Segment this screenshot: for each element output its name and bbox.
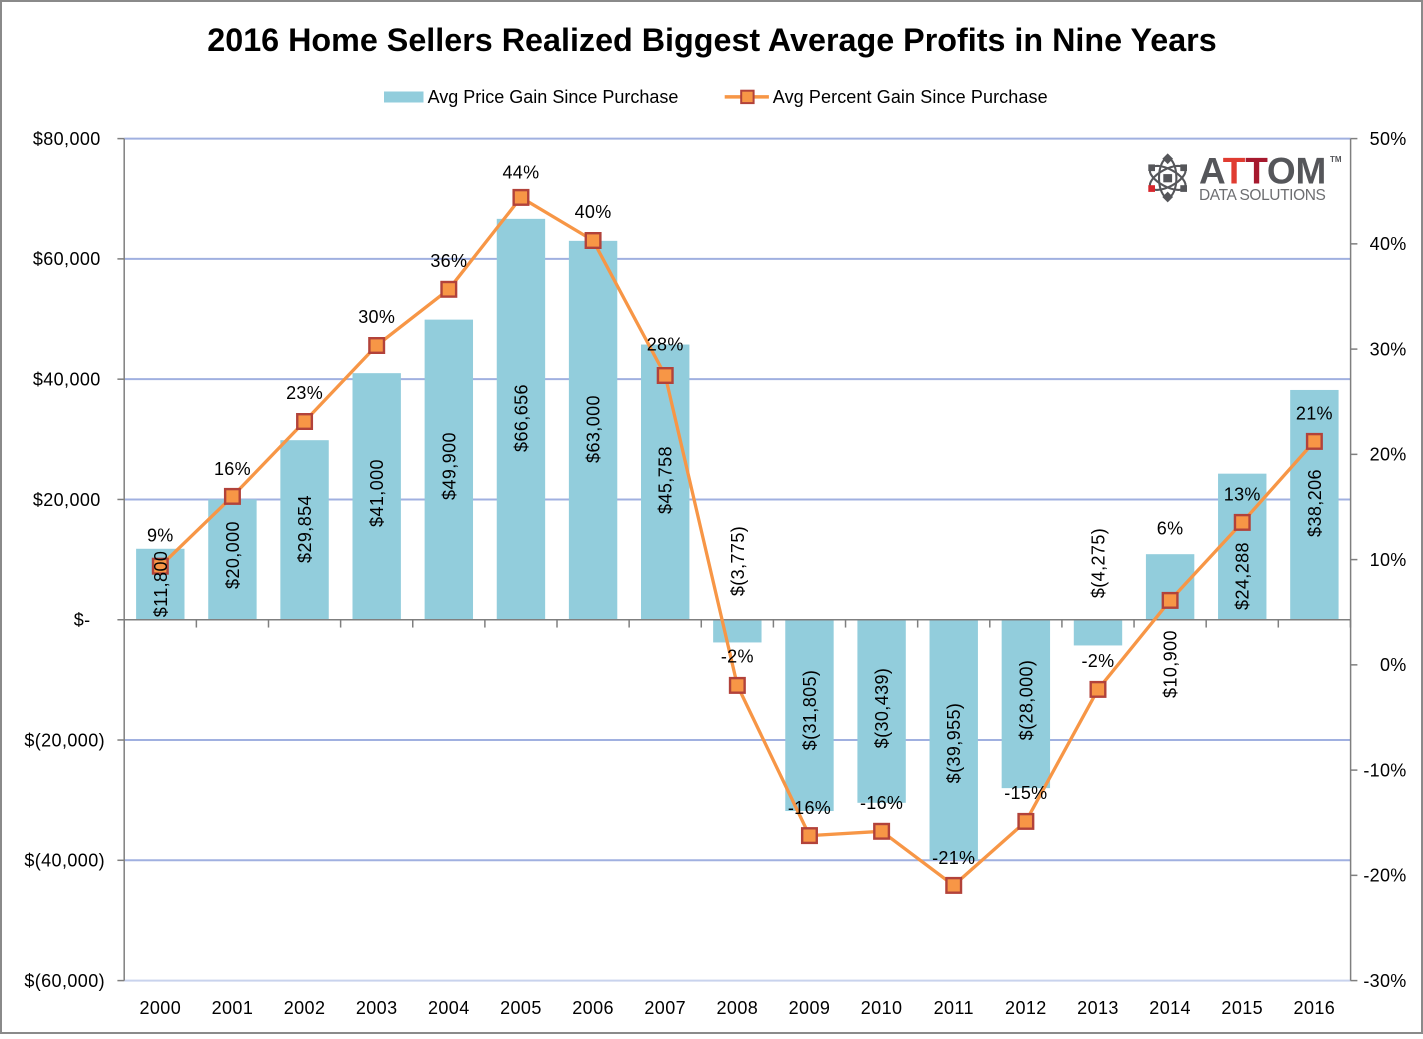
svg-text:$29,854: $29,854 [295,495,315,563]
svg-text:-20%: -20% [1363,866,1406,886]
svg-text:$41,000: $41,000 [367,459,387,527]
svg-text:9%: 9% [147,525,174,545]
svg-text:$63,000: $63,000 [584,395,604,463]
svg-text:$60,000: $60,000 [33,249,101,269]
svg-text:2010: 2010 [861,998,903,1018]
svg-text:$(60,000): $(60,000) [24,971,105,991]
svg-text:2003: 2003 [356,998,398,1018]
svg-text:2008: 2008 [717,998,759,1018]
svg-text:2011: 2011 [934,998,974,1018]
svg-text:$11,800: $11,800 [151,551,171,618]
svg-text:TM: TM [1330,155,1342,164]
svg-text:10%: 10% [1370,550,1407,570]
svg-text:40%: 40% [575,202,612,222]
svg-text:$(4,275): $(4,275) [1088,528,1108,598]
svg-text:0%: 0% [1380,655,1407,675]
svg-text:$10,900: $10,900 [1161,630,1181,698]
svg-text:16%: 16% [214,459,251,479]
svg-text:2002: 2002 [284,998,326,1018]
svg-text:-16%: -16% [788,798,831,818]
svg-text:$24,288: $24,288 [1233,542,1253,610]
svg-text:$49,900: $49,900 [439,432,459,500]
svg-text:2005: 2005 [500,998,542,1018]
svg-text:$(30,439): $(30,439) [872,668,892,749]
svg-text:$38,206: $38,206 [1305,469,1325,537]
svg-text:-21%: -21% [932,848,975,868]
svg-text:40%: 40% [1370,234,1407,254]
svg-text:$(28,000): $(28,000) [1016,660,1036,741]
svg-text:-15%: -15% [1004,783,1047,803]
svg-text:-2%: -2% [1082,651,1115,671]
svg-text:2014: 2014 [1149,998,1191,1018]
svg-text:$66,656: $66,656 [511,384,531,452]
svg-text:$80,000: $80,000 [33,129,101,149]
svg-text:-16%: -16% [860,793,903,813]
svg-text:2007: 2007 [644,998,686,1018]
svg-text:30%: 30% [1370,339,1407,359]
svg-text:Avg Price Gain Since Purchase: Avg Price Gain Since Purchase [428,87,679,107]
svg-text:21%: 21% [1296,403,1333,423]
svg-text:$(39,955): $(39,955) [944,703,964,784]
svg-text:2001: 2001 [212,998,254,1018]
svg-text:2006: 2006 [572,998,614,1018]
svg-text:23%: 23% [286,383,323,403]
svg-text:-2%: -2% [721,647,754,667]
svg-text:Avg Percent Gain Since Purchas: Avg Percent Gain Since Purchase [773,87,1048,107]
svg-text:-30%: -30% [1363,971,1406,991]
svg-text:50%: 50% [1370,129,1407,149]
svg-text:2009: 2009 [789,998,831,1018]
svg-text:13%: 13% [1224,484,1261,504]
svg-text:$(20,000): $(20,000) [24,730,105,750]
svg-text:$20,000: $20,000 [33,490,101,510]
svg-text:44%: 44% [502,162,539,182]
svg-text:2016: 2016 [1294,998,1336,1018]
svg-text:$(40,000): $(40,000) [24,851,105,871]
svg-text:2016 Home Sellers Realized Big: 2016 Home Sellers Realized Biggest Avera… [207,22,1216,58]
svg-text:2004: 2004 [428,998,470,1018]
svg-text:-10%: -10% [1363,760,1406,780]
svg-text:$45,758: $45,758 [656,446,676,514]
svg-text:2000: 2000 [139,998,181,1018]
svg-text:$40,000: $40,000 [33,369,101,389]
svg-text:ATTOM: ATTOM [1199,151,1326,192]
svg-text:$(31,805): $(31,805) [800,670,820,751]
svg-text:$(3,775): $(3,775) [728,526,748,596]
svg-text:2013: 2013 [1077,998,1119,1018]
svg-text:20%: 20% [1370,445,1407,465]
svg-text:2015: 2015 [1221,998,1263,1018]
svg-text:6%: 6% [1157,518,1184,538]
svg-text:DATA SOLUTIONS: DATA SOLUTIONS [1199,187,1326,204]
svg-text:2012: 2012 [1005,998,1047,1018]
svg-text:28%: 28% [647,334,684,354]
svg-text:30%: 30% [358,307,395,327]
svg-text:$-: $- [74,610,91,630]
svg-text:$20,000: $20,000 [223,521,243,589]
svg-text:36%: 36% [430,251,467,271]
